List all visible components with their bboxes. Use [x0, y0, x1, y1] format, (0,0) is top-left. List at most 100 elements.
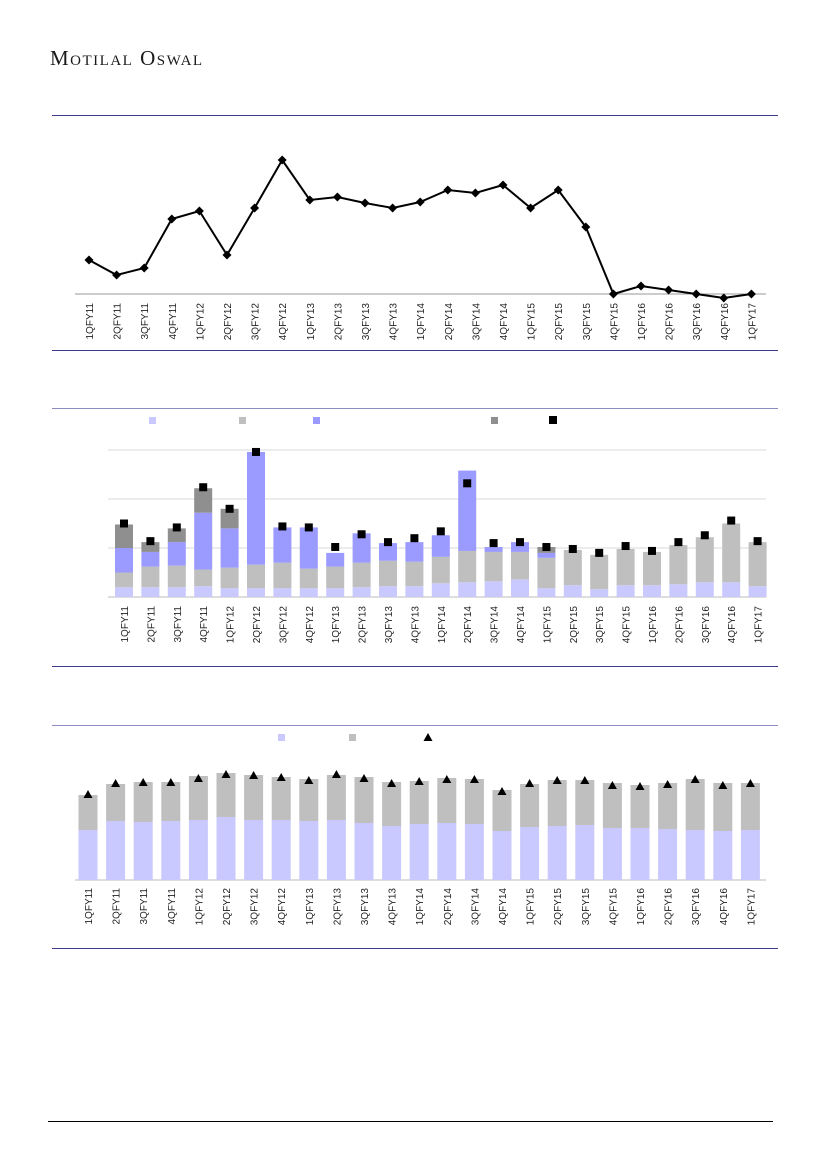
x-tick-label: 3QFY11 [173, 606, 184, 643]
total-marker [568, 544, 577, 553]
bar-segment [299, 527, 318, 569]
x-tick-label: 1QFY12 [194, 888, 205, 926]
total-marker [463, 479, 472, 488]
bar-segment [299, 779, 319, 821]
legend-swatch [149, 417, 156, 424]
total-marker [384, 538, 392, 547]
data-point [332, 192, 342, 202]
total-marker [304, 523, 313, 532]
bar-segment [405, 542, 424, 562]
bar-segment [167, 587, 186, 597]
bar-segment [437, 778, 457, 823]
x-tick-label: 2QFY12 [222, 888, 233, 926]
stacked-bar-chart-2: 1QFY11 2QFY11 3QFY11 4QFY11 1QFY12 2QFY12 3QFY… [75, 733, 766, 926]
bar-segment [740, 783, 760, 830]
total-marker [199, 483, 208, 492]
bar-segment [458, 582, 477, 597]
data-point [112, 270, 122, 280]
bar-segment [352, 533, 371, 563]
bar-segment [271, 820, 291, 880]
bar-segment [492, 831, 512, 880]
data-point [470, 188, 480, 198]
bar-segment [194, 512, 213, 570]
bar-segment [602, 783, 622, 828]
bar-segment [244, 775, 264, 820]
bar-segment [616, 548, 635, 586]
x-tick-label: 3QFY16 [692, 303, 703, 341]
total-marker [221, 770, 231, 778]
top-rule [52, 115, 778, 116]
bar-segment [354, 823, 374, 880]
total-marker [753, 537, 762, 546]
bar-segment [271, 777, 291, 820]
bar-segment [405, 561, 424, 587]
bar-segment [484, 547, 503, 552]
bar-segment [563, 585, 582, 597]
total-marker [146, 537, 155, 546]
x-tick-label: 4QFY12 [278, 303, 289, 341]
bar-segment [188, 820, 208, 880]
bar-segment [409, 781, 429, 824]
total-marker [552, 776, 562, 784]
bar-segment [748, 542, 767, 587]
data-point [608, 289, 618, 299]
x-tick-label: 3QFY12 [278, 606, 289, 644]
bar-segment [575, 825, 595, 880]
total-marker [111, 779, 121, 787]
x-tick-label: 2QFY13 [358, 606, 369, 644]
total-marker [727, 516, 736, 525]
bar-segment [299, 821, 319, 880]
bar-segment [547, 780, 567, 826]
bar-segment [216, 817, 236, 880]
divider-1 [52, 350, 778, 351]
x-tick-label: 4QFY14 [516, 606, 527, 644]
total-marker [542, 543, 551, 552]
bar-segment [511, 579, 529, 597]
footer-rule [48, 1121, 773, 1122]
x-tick-label: 3QFY14 [490, 606, 501, 644]
bar-segment [658, 783, 678, 829]
x-tick-label: 1QFY14 [416, 303, 427, 341]
bar-segment [382, 826, 402, 880]
total-marker [663, 780, 673, 788]
data-point [636, 281, 646, 291]
bar-segment [511, 542, 529, 552]
bar-segment [194, 488, 213, 513]
series-line [88, 158, 752, 300]
total-marker [359, 774, 369, 782]
x-tick-label: 1QFY15 [526, 888, 537, 926]
bar-segment [106, 784, 126, 821]
data-point [277, 155, 287, 165]
x-tick-label: 2QFY11 [112, 888, 123, 925]
x-tick-label: 1QFY11 [120, 606, 131, 643]
x-tick-label: 3QFY16 [701, 606, 712, 644]
bar-segment [431, 556, 450, 584]
x-tick-label: 1QFY13 [306, 303, 317, 341]
bar-segment [547, 826, 567, 880]
bar-segment [669, 545, 688, 585]
bar-segment [643, 585, 661, 597]
bar-segment [484, 581, 503, 597]
x-tick-label: 1QFY15 [527, 303, 538, 341]
x-tick-label: 1QFY14 [437, 606, 448, 644]
bar-segment [630, 828, 650, 880]
bar-segment [658, 829, 678, 880]
x-tick-label: 2QFY14 [463, 606, 474, 644]
data-point [746, 289, 756, 299]
data-point [222, 250, 232, 260]
total-marker [249, 771, 259, 779]
bar-segment [326, 820, 346, 880]
x-tick-label: 2QFY14 [443, 888, 454, 926]
bar-segment [669, 584, 688, 597]
x-tick-label: 4QFY15 [609, 303, 620, 341]
bar-segment [537, 552, 556, 558]
total-marker [138, 778, 148, 786]
x-tick-label: 4QFY12 [277, 888, 288, 926]
total-marker [410, 534, 419, 543]
total-marker [166, 778, 176, 786]
legend-swatch [239, 417, 246, 424]
x-tick-label: 1QFY16 [636, 888, 647, 926]
x-tick-label: 2QFY13 [333, 303, 344, 341]
x-tick-label: 3QFY13 [360, 888, 371, 926]
x-tick-label: 4QFY15 [608, 888, 619, 926]
